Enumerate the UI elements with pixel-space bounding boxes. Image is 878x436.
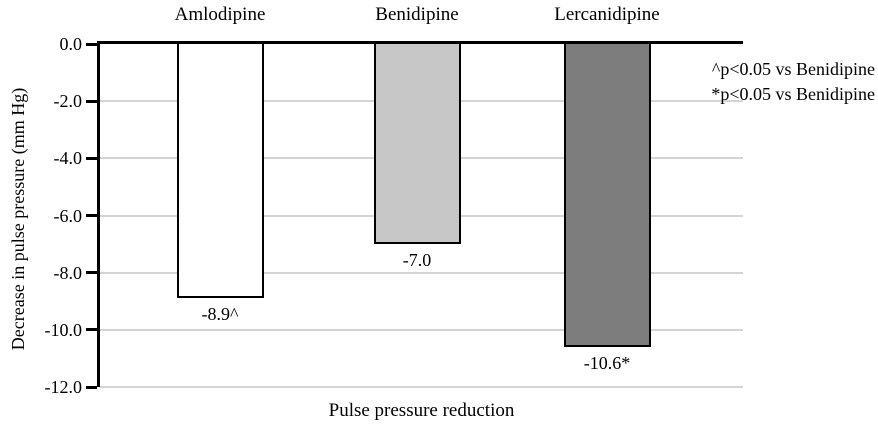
y-tick-label: -12.0: [44, 377, 83, 397]
x-axis-line: [97, 41, 743, 44]
y-tick-label: 0.0: [59, 34, 83, 54]
y-tick-mark: [86, 214, 97, 217]
category-label-benidipine: Benidipine: [375, 4, 459, 25]
y-tick-label: -6.0: [53, 205, 83, 226]
bar-value-label-lercanidipine: -10.6*: [583, 352, 631, 373]
category-label-amlodipine: Amlodipine: [174, 4, 266, 25]
y-tick-mark: [86, 271, 97, 275]
category-label-lercanidipine: Lercanidipine: [554, 4, 660, 25]
y-tick-label: -10.0: [44, 319, 83, 340]
y-tick-mark: [86, 42, 97, 46]
bar-benidipine: [373, 44, 461, 245]
bar-value-label-amlodipine: -8.9^: [201, 304, 239, 325]
bar-lercanidipine: [563, 44, 651, 347]
annotation-asterisk: *p<0.05 vs Benidipine: [711, 84, 875, 104]
annotations-block: ^p<0.05 vs Benidipine *p<0.05 vs Benidip…: [711, 57, 875, 107]
x-axis-title: Pulse pressure reduction: [328, 400, 515, 421]
y-axis-line: [97, 41, 100, 387]
bar-value-label-benidipine: -7.0: [402, 250, 432, 271]
y-tick-label: -8.0: [53, 262, 83, 283]
gridline: [100, 386, 743, 388]
annotation-caret: ^p<0.05 vs Benidipine: [711, 59, 875, 79]
plot-area: -8.9^ -7.0 -10.6* 0.0 -2.0 -4.0 -6.0 -8.0 -10.0…: [45, 34, 743, 397]
y-tick-mark: [86, 156, 97, 160]
y-tick-label: -4.0: [53, 148, 83, 169]
gridline: [100, 271, 743, 274]
gridline: [100, 328, 743, 331]
bar-amlodipine: [176, 44, 264, 299]
y-tick-mark: [86, 385, 97, 389]
y-tick-label: -2.0: [53, 91, 83, 112]
y-tick-mark: [86, 99, 97, 103]
y-tick-mark: [86, 328, 97, 332]
